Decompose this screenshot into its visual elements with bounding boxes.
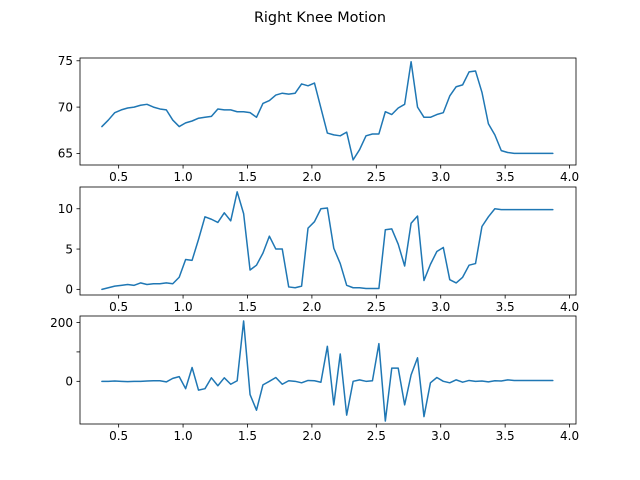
y-tick-label: 65 bbox=[58, 147, 73, 161]
y-tick-label: 75 bbox=[58, 54, 73, 68]
x-tick-label: 2.0 bbox=[302, 170, 321, 184]
x-tick-label: 0.5 bbox=[109, 170, 128, 184]
x-tick-label: 0.5 bbox=[109, 429, 128, 443]
subplot-1-frame bbox=[79, 57, 577, 166]
subplot-2-series-line bbox=[101, 191, 554, 291]
y-tick-label: 0 bbox=[65, 375, 73, 389]
subplot-2-frame bbox=[79, 186, 577, 296]
x-tick-label: 2.5 bbox=[367, 170, 386, 184]
x-tick-label: 3.5 bbox=[496, 429, 515, 443]
x-tick-label: 1.5 bbox=[238, 429, 257, 443]
x-tick-label: 1.0 bbox=[174, 429, 193, 443]
x-tick-label: 4.0 bbox=[560, 300, 579, 314]
x-tick-label: 3.5 bbox=[496, 170, 515, 184]
x-tick-label: 2.0 bbox=[302, 429, 321, 443]
x-tick-label: 1.0 bbox=[174, 170, 193, 184]
subplot-2: 0.5 1.0 1.5 2.0 2.5 3.0 3.5 4.0 0 5 10 bbox=[58, 186, 579, 314]
y-tick-label: 0 bbox=[65, 283, 73, 297]
x-tick-label: 4.0 bbox=[560, 170, 579, 184]
subplot-3-series-line bbox=[101, 320, 554, 422]
x-tick-label: 2.5 bbox=[367, 429, 386, 443]
x-tick-label: 3.5 bbox=[496, 300, 515, 314]
x-tick-label: 4.0 bbox=[560, 429, 579, 443]
x-tick-label: 1.5 bbox=[238, 170, 257, 184]
y-tick-label: 70 bbox=[58, 100, 73, 114]
x-tick-label: 1.5 bbox=[238, 300, 257, 314]
x-tick-label: 0.5 bbox=[109, 300, 128, 314]
figure-title: Right Knee Motion bbox=[254, 10, 386, 26]
subplot-1: 0.5 1.0 1.5 2.0 2.5 3.0 3.5 4.0 65 70 75 bbox=[58, 54, 579, 184]
x-tick-label: 3.0 bbox=[431, 429, 450, 443]
x-tick-label: 1.0 bbox=[174, 300, 193, 314]
y-tick-label: 10 bbox=[58, 202, 73, 216]
y-tick-label: 5 bbox=[65, 242, 73, 256]
subplot-1-series-line bbox=[101, 60, 554, 161]
x-tick-label: 2.0 bbox=[302, 300, 321, 314]
x-tick-label: 3.0 bbox=[431, 170, 450, 184]
subplots: 0.5 1.0 1.5 2.0 2.5 3.0 3.5 4.0 65 70 75 0.5 1.0 1.5 2… bbox=[50, 54, 579, 443]
y-tick-label: 200 bbox=[50, 316, 73, 330]
subplot-3: 0.5 1.0 1.5 2.0 2.5 3.0 3.5 4.0 0 200 bbox=[50, 315, 579, 443]
subplot-3-frame bbox=[79, 315, 577, 425]
x-tick-label: 3.0 bbox=[431, 300, 450, 314]
x-tick-label: 2.5 bbox=[367, 300, 386, 314]
